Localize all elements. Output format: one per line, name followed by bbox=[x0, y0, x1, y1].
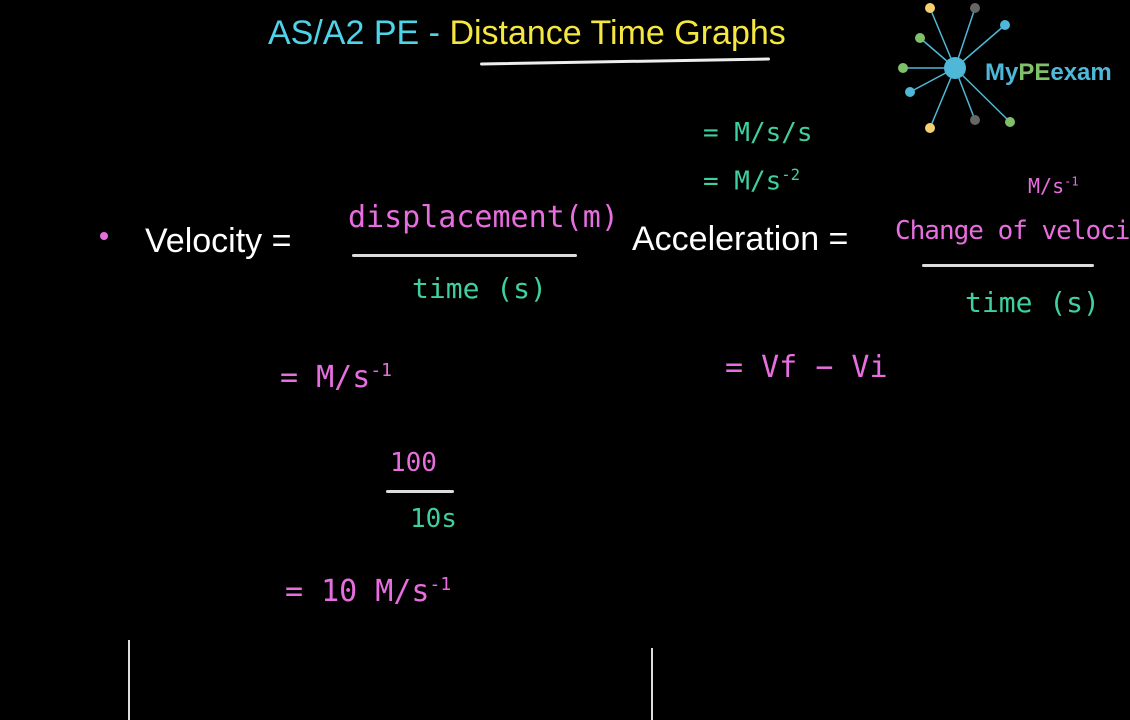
unit-exp: -1 bbox=[370, 360, 392, 381]
logo-part: PE bbox=[1018, 59, 1050, 86]
numerator: Change of velocity bbox=[895, 216, 1130, 246]
unit-exp: -1 bbox=[1064, 174, 1079, 189]
unit-text: = M/s bbox=[703, 166, 782, 197]
divider bbox=[651, 648, 653, 720]
unit-1: = M/s/s bbox=[703, 118, 813, 148]
unit: = M/s-1 bbox=[280, 360, 392, 395]
logo-part: exam bbox=[1050, 59, 1111, 86]
numerator: displacement(m) bbox=[348, 200, 619, 235]
title-separator: - bbox=[428, 14, 440, 52]
unit-2: = M/s-2 bbox=[703, 166, 800, 197]
underline bbox=[479, 57, 771, 66]
result: = 10 M/s-1 bbox=[285, 574, 451, 609]
logo-text: MyPEexam bbox=[985, 59, 1112, 86]
bullet bbox=[100, 232, 108, 240]
denominator: time (s) bbox=[965, 286, 1100, 319]
fraction-bar bbox=[386, 490, 454, 493]
logo-part: My bbox=[985, 59, 1019, 86]
title-part: Distance Time Graphs bbox=[449, 14, 786, 52]
fraction-bar bbox=[352, 254, 577, 257]
result-exp: -1 bbox=[429, 574, 452, 595]
formula: = Vf − Vi bbox=[725, 350, 888, 385]
title: AS/A2 PE - Distance Time Graphs bbox=[268, 14, 786, 53]
divider bbox=[128, 640, 130, 720]
fraction-bar bbox=[922, 264, 1094, 267]
acceleration-label: Acceleration = bbox=[632, 220, 849, 258]
unit-exp: -2 bbox=[781, 166, 801, 184]
unit-text: = M/s bbox=[280, 360, 371, 395]
logo: MyPEexam bbox=[898, 3, 1112, 133]
velocity-label: Velocity = bbox=[145, 222, 292, 260]
denominator: time (s) bbox=[412, 272, 547, 305]
result-text: = 10 M/s bbox=[285, 574, 430, 609]
numerator-unit: M/s-1 bbox=[1028, 174, 1079, 198]
example-numerator: 100 bbox=[390, 448, 437, 478]
unit-text: M/s bbox=[1028, 174, 1065, 198]
example-denominator: 10s bbox=[410, 504, 457, 534]
title-part: AS/A2 PE bbox=[268, 14, 420, 52]
